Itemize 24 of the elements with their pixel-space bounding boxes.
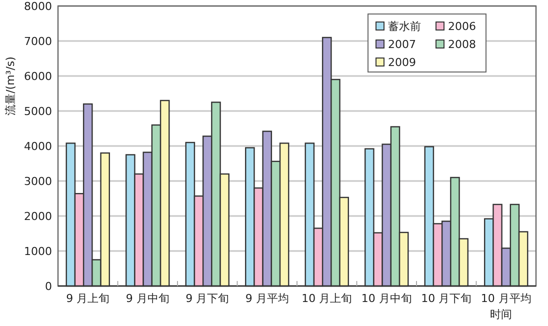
y-tick-label: 5000 (24, 104, 52, 118)
y-tick-label: 6000 (24, 70, 52, 83)
x-tick-label: 10 月上旬 (302, 292, 352, 305)
x-tick-label: 9 月下旬 (186, 292, 230, 305)
legend-label: 蓄水前 (388, 20, 421, 33)
legend-label: 2008 (448, 38, 476, 51)
y-axis-title: 流量/(m³/s) (4, 56, 17, 116)
x-tick-label: 9 月平均 (245, 292, 289, 305)
legend-label: 2009 (388, 56, 416, 69)
y-tick-label: 2000 (24, 210, 52, 223)
y-tick-label: 1000 (24, 244, 52, 258)
x-tick-label: 9 月上旬 (66, 292, 110, 305)
x-axis-title: 时间 (490, 308, 512, 321)
x-tick-label: 10 月中旬 (361, 292, 412, 305)
x-tick-label: 9 月中旬 (126, 292, 170, 305)
x-tick-label: 10 月平均 (480, 292, 532, 305)
y-tick-label: 7000 (24, 34, 52, 48)
y-tick-label: 0 (45, 280, 52, 293)
legend-label: 2006 (448, 20, 476, 33)
legend-label: 2007 (388, 38, 416, 51)
x-tick-label: 10 月下旬 (421, 292, 472, 305)
y-tick-label: 8000 (24, 0, 52, 13)
y-tick-label: 4000 (24, 140, 52, 153)
y-tick-label: 3000 (24, 174, 52, 188)
